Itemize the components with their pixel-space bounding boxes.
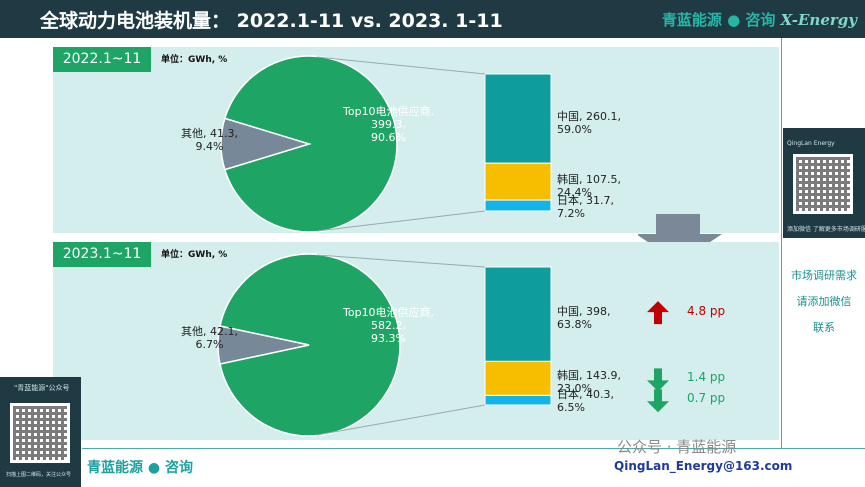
pie-label-top10: Top10电池供应商, 582.2, 93.3%	[343, 306, 435, 345]
unit-label: 单位：GWh, %	[161, 55, 228, 65]
bar-segment-0	[484, 266, 552, 362]
breakdown-label-0: 中国, 260.1, 59.0%	[557, 109, 621, 136]
account-title: "青蓝能源"公众号	[14, 384, 70, 392]
connector-line-top	[316, 254, 486, 268]
page-title: 全球动力电池装机量： 2022.1-11 vs. 2023. 1-11	[40, 10, 503, 32]
pie-label-other: 其他, 41.3, 9.4%	[181, 127, 238, 153]
panel-label: 2022.1~11	[53, 47, 151, 72]
chart-panel-2023: 2023.1~11 单位：GWh, % Top10电池供应商, 582.2, 93.…	[53, 242, 779, 440]
watermark: 公众号 · 青蓝能源	[617, 438, 737, 456]
change-label-0: 4.8 pp	[687, 304, 726, 319]
pie-slice-top10	[219, 253, 401, 437]
unit-label: 单位：GWh, %	[161, 250, 228, 260]
account-qr-card: "青蓝能源"公众号 扫描上图二维码，关注公众号	[0, 377, 81, 487]
arrow-down-icon	[647, 389, 669, 413]
bar-segment-2	[484, 199, 552, 212]
brand-logo: X-Energy	[780, 11, 857, 29]
pie-chart-svg	[217, 253, 669, 437]
footer-brand: 青蓝能源 ● 咨询	[87, 460, 193, 476]
contact-email[interactable]: QingLan_Energy@163.com	[614, 459, 793, 473]
account-caption: 扫描上图二维码，关注公众号	[6, 472, 72, 478]
connector-line-top	[316, 56, 486, 75]
qr-title: QingLan Energy	[787, 140, 835, 147]
wechat-qr-card: QingLan Energy 添加微信 了解更多市场调研服务	[783, 128, 865, 238]
brand: 青蓝能源 ● 咨询 X-Energy	[662, 9, 857, 30]
bar-segment-1	[484, 360, 552, 396]
change-label-1: 1.4 pp	[687, 370, 726, 385]
panel-label: 2023.1~11	[53, 242, 151, 267]
chart-panel-2022: 2022.1~11 单位：GWh, % Top10电池供应商, 399.3, 90.…	[53, 47, 779, 233]
breakdown-label-1: 韩国, 143.9, 23.0%	[557, 369, 621, 396]
qr-code	[793, 154, 853, 214]
arrow-down-icon	[647, 368, 669, 392]
pie-slice-other	[217, 325, 310, 365]
pie-slice-other	[220, 117, 312, 171]
breakdown-label-0: 中国, 398, 63.8%	[557, 305, 611, 332]
sidebar-link-wechat[interactable]: 请添加微信	[796, 295, 852, 308]
qr-caption: 添加微信 了解更多市场调研服务	[787, 226, 865, 233]
breakdown-label-1: 韩国, 107.5, 24.4%	[557, 172, 621, 199]
connector-line-bottom	[316, 210, 486, 232]
divider-vertical	[781, 38, 782, 448]
change-label-2: 0.7 pp	[687, 391, 726, 406]
header-bar: 全球动力电池装机量： 2022.1-11 vs. 2023. 1-11 青蓝能源…	[0, 0, 865, 38]
footer-divider	[82, 448, 865, 449]
sidebar-link-demand[interactable]: 市场调研需求	[791, 269, 857, 282]
bar-segment-1	[484, 162, 552, 201]
pie-label-other: 其他, 42.1, 6.7%	[181, 325, 238, 351]
breakdown-label-2: 日本, 40.3, 6.5%	[557, 388, 614, 415]
arrow-up-icon	[647, 301, 669, 325]
bar-segment-2	[484, 394, 552, 406]
account-qr-code	[10, 403, 70, 463]
bar-segment-0	[484, 73, 552, 164]
sidebar-link-contact[interactable]: 联系	[813, 321, 835, 334]
breakdown-label-2: 日本, 31.7, 7.2%	[557, 193, 614, 220]
pie-label-top10: Top10电池供应商, 399.3, 90.6%	[343, 105, 435, 144]
down-arrow-icon	[638, 214, 722, 263]
brand-text: 青蓝能源 ● 咨询	[661, 11, 776, 29]
connector-line-bottom	[316, 404, 486, 436]
pie-chart-svg	[220, 55, 552, 233]
